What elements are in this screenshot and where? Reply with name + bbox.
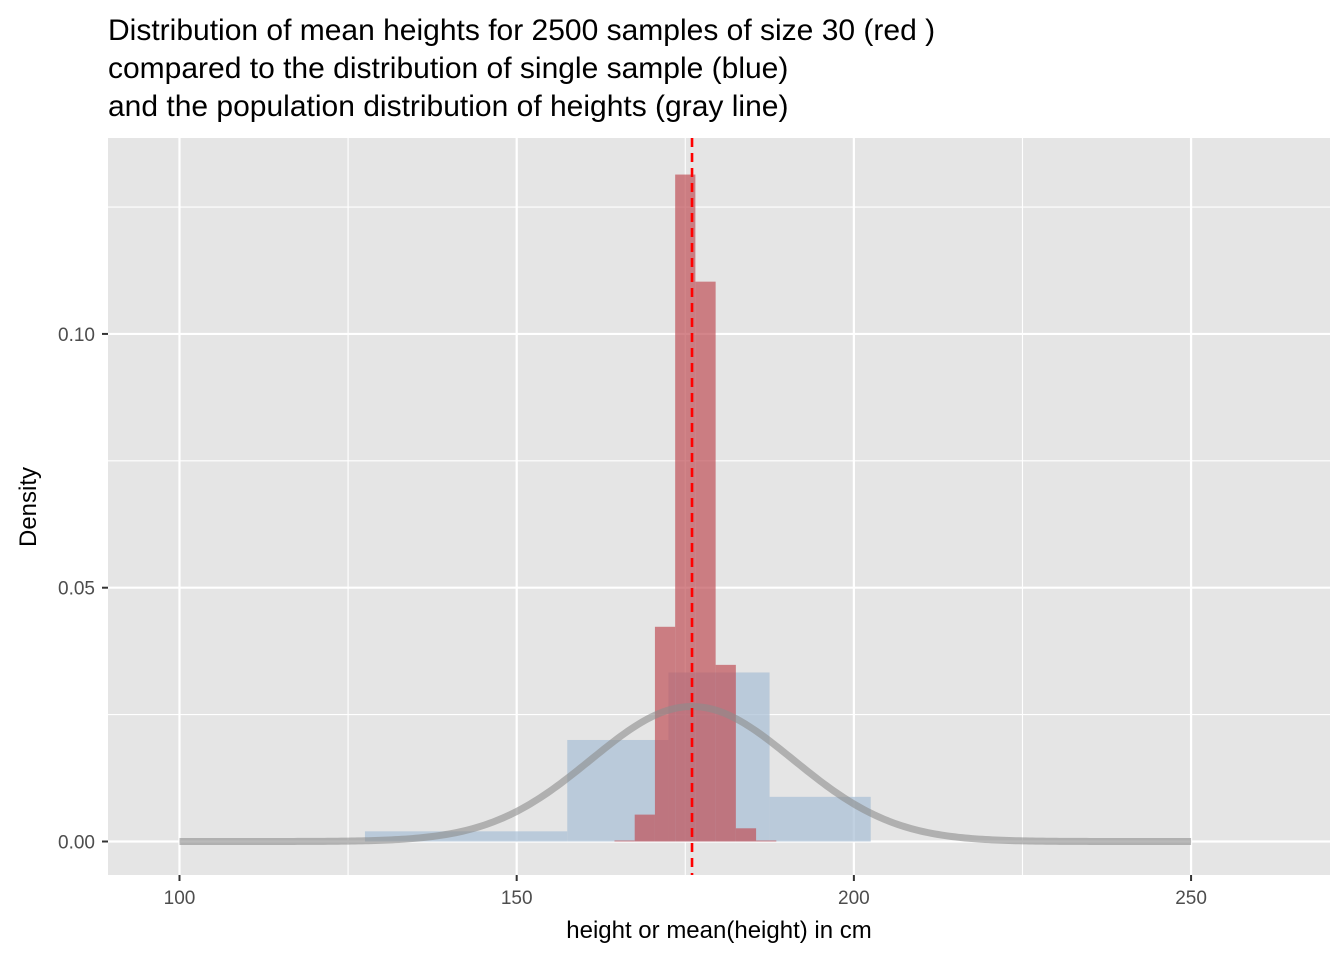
y-tick-label: 0.10: [58, 325, 95, 346]
x-axis-ticks: 100 150 200 250: [164, 875, 1207, 909]
sample-means-bar: [715, 664, 736, 842]
y-axis-title: Density: [15, 467, 42, 547]
sample-means-bar: [634, 814, 655, 842]
sample-means-bar: [614, 840, 635, 842]
population-density-curve: [179, 703, 1192, 845]
x-tick-label: 100: [164, 888, 196, 909]
x-tick-label: 250: [1175, 888, 1207, 909]
sample-means-bar: [756, 840, 777, 842]
y-tick-label: 0.00: [58, 833, 95, 854]
sample-means-histogram: [614, 174, 777, 842]
single-sample-bar: [364, 831, 568, 842]
x-tick-label: 200: [838, 888, 870, 909]
population-density-curve-group: [179, 703, 1192, 845]
y-tick-label: 0.05: [58, 579, 95, 600]
chart-title-line-3: and the population distribution of heigh…: [108, 90, 788, 123]
chart-title-line-1: Distribution of mean heights for 2500 sa…: [108, 14, 935, 47]
sample-means-bar: [695, 281, 716, 842]
chart-title-line-2: compared to the distribution of single s…: [108, 52, 788, 85]
y-axis-ticks: 0.00 0.05 0.10: [58, 325, 108, 854]
sample-means-bar: [654, 626, 676, 842]
x-axis-title: height or mean(height) in cm: [566, 917, 871, 944]
x-tick-label: 150: [501, 888, 533, 909]
sample-means-bar: [675, 174, 696, 842]
sample-means-bar: [735, 828, 757, 842]
